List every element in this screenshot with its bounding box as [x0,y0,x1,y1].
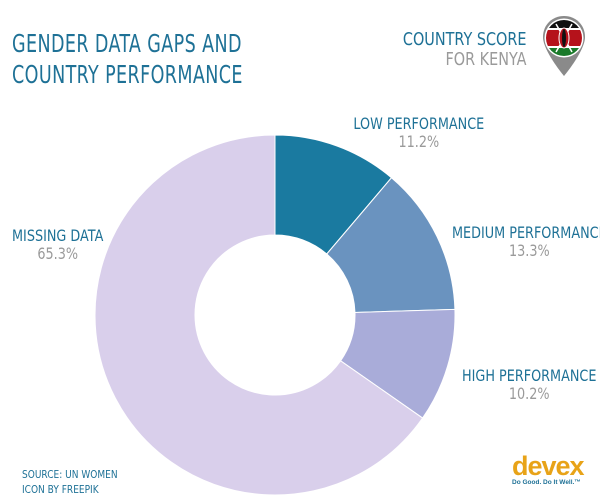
country-score-label: COUNTRY SCORE [402,29,526,50]
title-line-2: COUNTRY PERFORMANCE [12,60,243,89]
label-high-performance: HIGH PERFORMANCE 10.2% [462,367,596,403]
page-title: GENDER DATA GAPS AND COUNTRY PERFORMANCE [12,28,243,90]
icon-credit-text: ICON BY FREEPIK [22,483,99,496]
title-line-1: GENDER DATA GAPS AND [12,29,242,58]
devex-logo: devex Do Good. Do It Well.™ [512,451,585,487]
source-credits: SOURCE: UN WOMEN ICON BY FREEPIK [22,467,118,497]
devex-tagline: Do Good. Do It Well.™ [512,479,581,486]
slice-missing-data [94,134,424,496]
label-name: HIGH PERFORMANCE [462,366,597,385]
label-name: MISSING DATA [12,226,104,245]
country-score: COUNTRY SCORE FOR KENYA [402,30,526,70]
label-percent: 65.3% [37,244,79,263]
label-medium-performance: MEDIUM PERFORMANCE 13.3% [452,224,600,260]
slice-medium-performance [326,177,456,314]
label-percent: 13.3% [509,241,550,260]
label-name: LOW PERFORMANCE [353,114,485,133]
label-name: MEDIUM PERFORMANCE [452,223,600,242]
label-percent: 11.2% [398,132,440,151]
label-low-performance: LOW PERFORMANCE 11.2% [353,115,484,151]
source-text: SOURCE: UN WOMEN [22,468,118,481]
label-percent: 10.2% [508,384,550,403]
country-score-country: FOR KENYA [444,49,526,70]
devex-wordmark: devex [512,451,585,481]
label-missing-data: MISSING DATA 65.3% [12,227,103,263]
kenya-flag-pin-icon [543,16,585,76]
